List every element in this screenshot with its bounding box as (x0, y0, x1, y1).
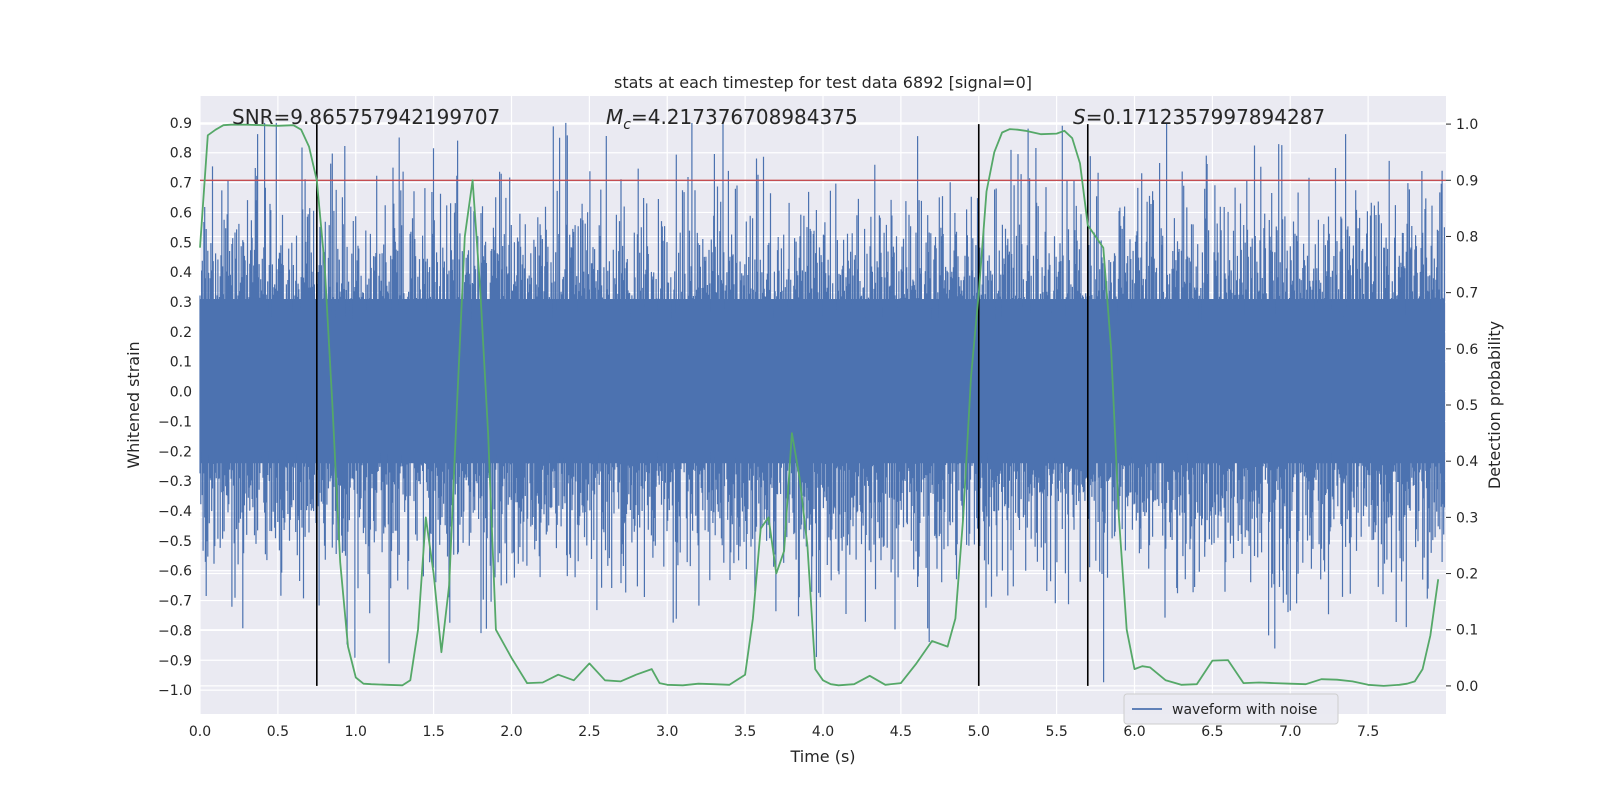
snr-annotation: SNR=9.865757942199707 (232, 105, 500, 129)
s-value: =0.1712357997894287 (1086, 105, 1325, 129)
y-tick-label: 0.7 (170, 176, 192, 192)
x-tick-label: 5.5 (1045, 724, 1067, 740)
mc-value: =4.217376708984375 (631, 105, 858, 129)
y-tick-label: 0.2 (170, 325, 192, 341)
x-tick-label: 3.0 (656, 724, 678, 740)
x-tick-label: 6.5 (1201, 724, 1223, 740)
y-tick-label: −0.8 (158, 623, 192, 639)
y2-axis-label: Detection probability (1485, 321, 1504, 489)
waveform-series (199, 122, 1445, 683)
x-axis-label: Time (s) (789, 747, 855, 766)
detection-probability-line (199, 123, 1440, 687)
chirp-mass-annotation: Mc=4.217376708984375 (606, 105, 858, 133)
legend-box (1123, 693, 1339, 725)
y-tick-label: −0.4 (158, 504, 192, 520)
y2-axis-ticks: 0.0 0.1 0.2 0.3 0.4 0.5 0.6 0.7 0.8 0.9 1.0 (1446, 117, 1478, 695)
y-tick-label: 0.9 (170, 116, 192, 132)
y-tick-label: 0.8 (170, 146, 192, 162)
x-tick-label: 3.5 (734, 724, 756, 740)
legend-label-waveform: waveform with noise (1172, 702, 1317, 718)
y2-tick-label: 1.0 (1456, 117, 1478, 133)
y-tick-label: 0.3 (170, 295, 192, 311)
y-tick-label: −0.5 (158, 534, 192, 550)
x-tick-label: 7.5 (1357, 724, 1379, 740)
legend: waveform with noise (1123, 693, 1339, 725)
y-tick-label: 0.6 (170, 205, 192, 221)
x-tick-label: 5.0 (968, 724, 990, 740)
x-tick-label: 2.0 (500, 724, 522, 740)
mc-subscript: c (623, 117, 631, 133)
y-tick-label: −0.7 (158, 594, 192, 610)
x-tick-label: 1.5 (422, 724, 444, 740)
y2-tick-label: 0.4 (1456, 454, 1478, 470)
s-annotation: S=0.1712357997894287 (1073, 105, 1325, 129)
y2-tick-label: 0.5 (1456, 398, 1478, 414)
y-tick-label: −0.2 (158, 444, 192, 460)
y2-tick-label: 0.1 (1456, 623, 1478, 639)
y-tick-label: −0.9 (158, 653, 192, 669)
y-tick-label: −0.3 (158, 474, 192, 490)
y2-tick-label: 0.6 (1456, 342, 1478, 358)
y-tick-label: −1.0 (158, 683, 192, 699)
y-tick-label: 0.5 (170, 235, 192, 251)
y-tick-label: 0.0 (170, 385, 192, 401)
x-axis-ticks: 0.0 0.5 1.0 1.5 2.0 2.5 3.0 3.5 4.0 4.5 5.0 5.5 6.0 6… (189, 724, 1379, 740)
y-tick-label: 0.4 (170, 265, 192, 281)
y2-tick-label: 0.9 (1456, 173, 1478, 189)
y-tick-label: 0.1 (170, 355, 192, 371)
x-tick-label: 4.0 (812, 724, 834, 740)
y2-tick-label: 0.8 (1456, 229, 1478, 245)
waveform-trace (199, 122, 1445, 683)
x-tick-label: 4.5 (890, 724, 912, 740)
y-axis-ticks: −1.0 −0.9 −0.8 −0.7 −0.6 −0.5 −0.4 −0.3 −0.2 −0.1… (158, 116, 192, 699)
mc-symbol: M (606, 105, 623, 129)
s-symbol: S (1073, 105, 1086, 129)
y2-tick-label: 0.7 (1456, 286, 1478, 302)
x-tick-label: 0.5 (267, 724, 289, 740)
y-axis-label: Whitened strain (124, 341, 143, 468)
x-tick-label: 7.0 (1279, 724, 1301, 740)
vertical-markers (316, 124, 1089, 686)
y2-tick-label: 0.3 (1456, 510, 1478, 526)
chart-title: stats at each timestep for test data 689… (614, 73, 1032, 92)
y-tick-label: −0.6 (158, 564, 192, 580)
x-tick-label: 1.0 (345, 724, 367, 740)
y-tick-label: −0.1 (158, 414, 192, 430)
x-tick-label: 2.5 (578, 724, 600, 740)
x-tick-label: 0.0 (189, 724, 211, 740)
y2-tick-label: 0.2 (1456, 567, 1478, 583)
y2-tick-label: 0.0 (1456, 679, 1478, 695)
x-tick-label: 6.0 (1123, 724, 1145, 740)
